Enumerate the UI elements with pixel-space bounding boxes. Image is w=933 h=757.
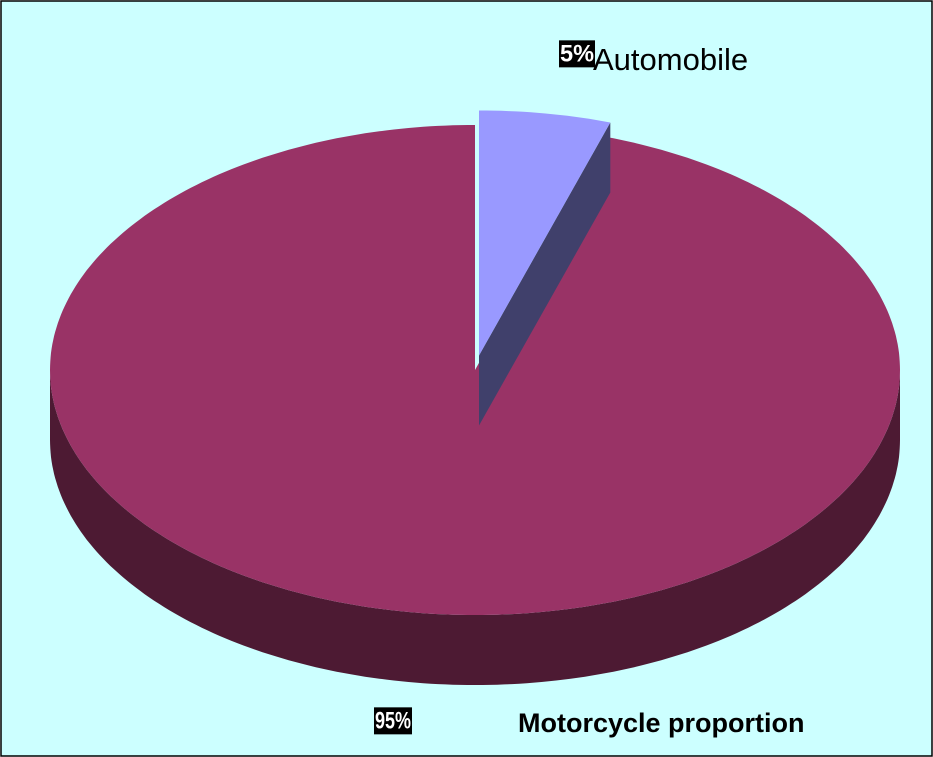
value-label-box (559, 40, 595, 68)
category-label: Motorcycle proportion (518, 708, 805, 738)
value-label-box (374, 707, 412, 735)
slice-edge (479, 122, 611, 426)
slice-label: 5% Automobile (559, 40, 748, 77)
value-label: 5% (560, 40, 594, 67)
slice-side (50, 370, 900, 685)
slice (479, 110, 611, 356)
slice-label: 95% Motorcycle proportion (374, 707, 805, 738)
slice (50, 125, 900, 615)
value-label: 95% (375, 707, 411, 734)
category-label: Automobile (593, 42, 748, 77)
